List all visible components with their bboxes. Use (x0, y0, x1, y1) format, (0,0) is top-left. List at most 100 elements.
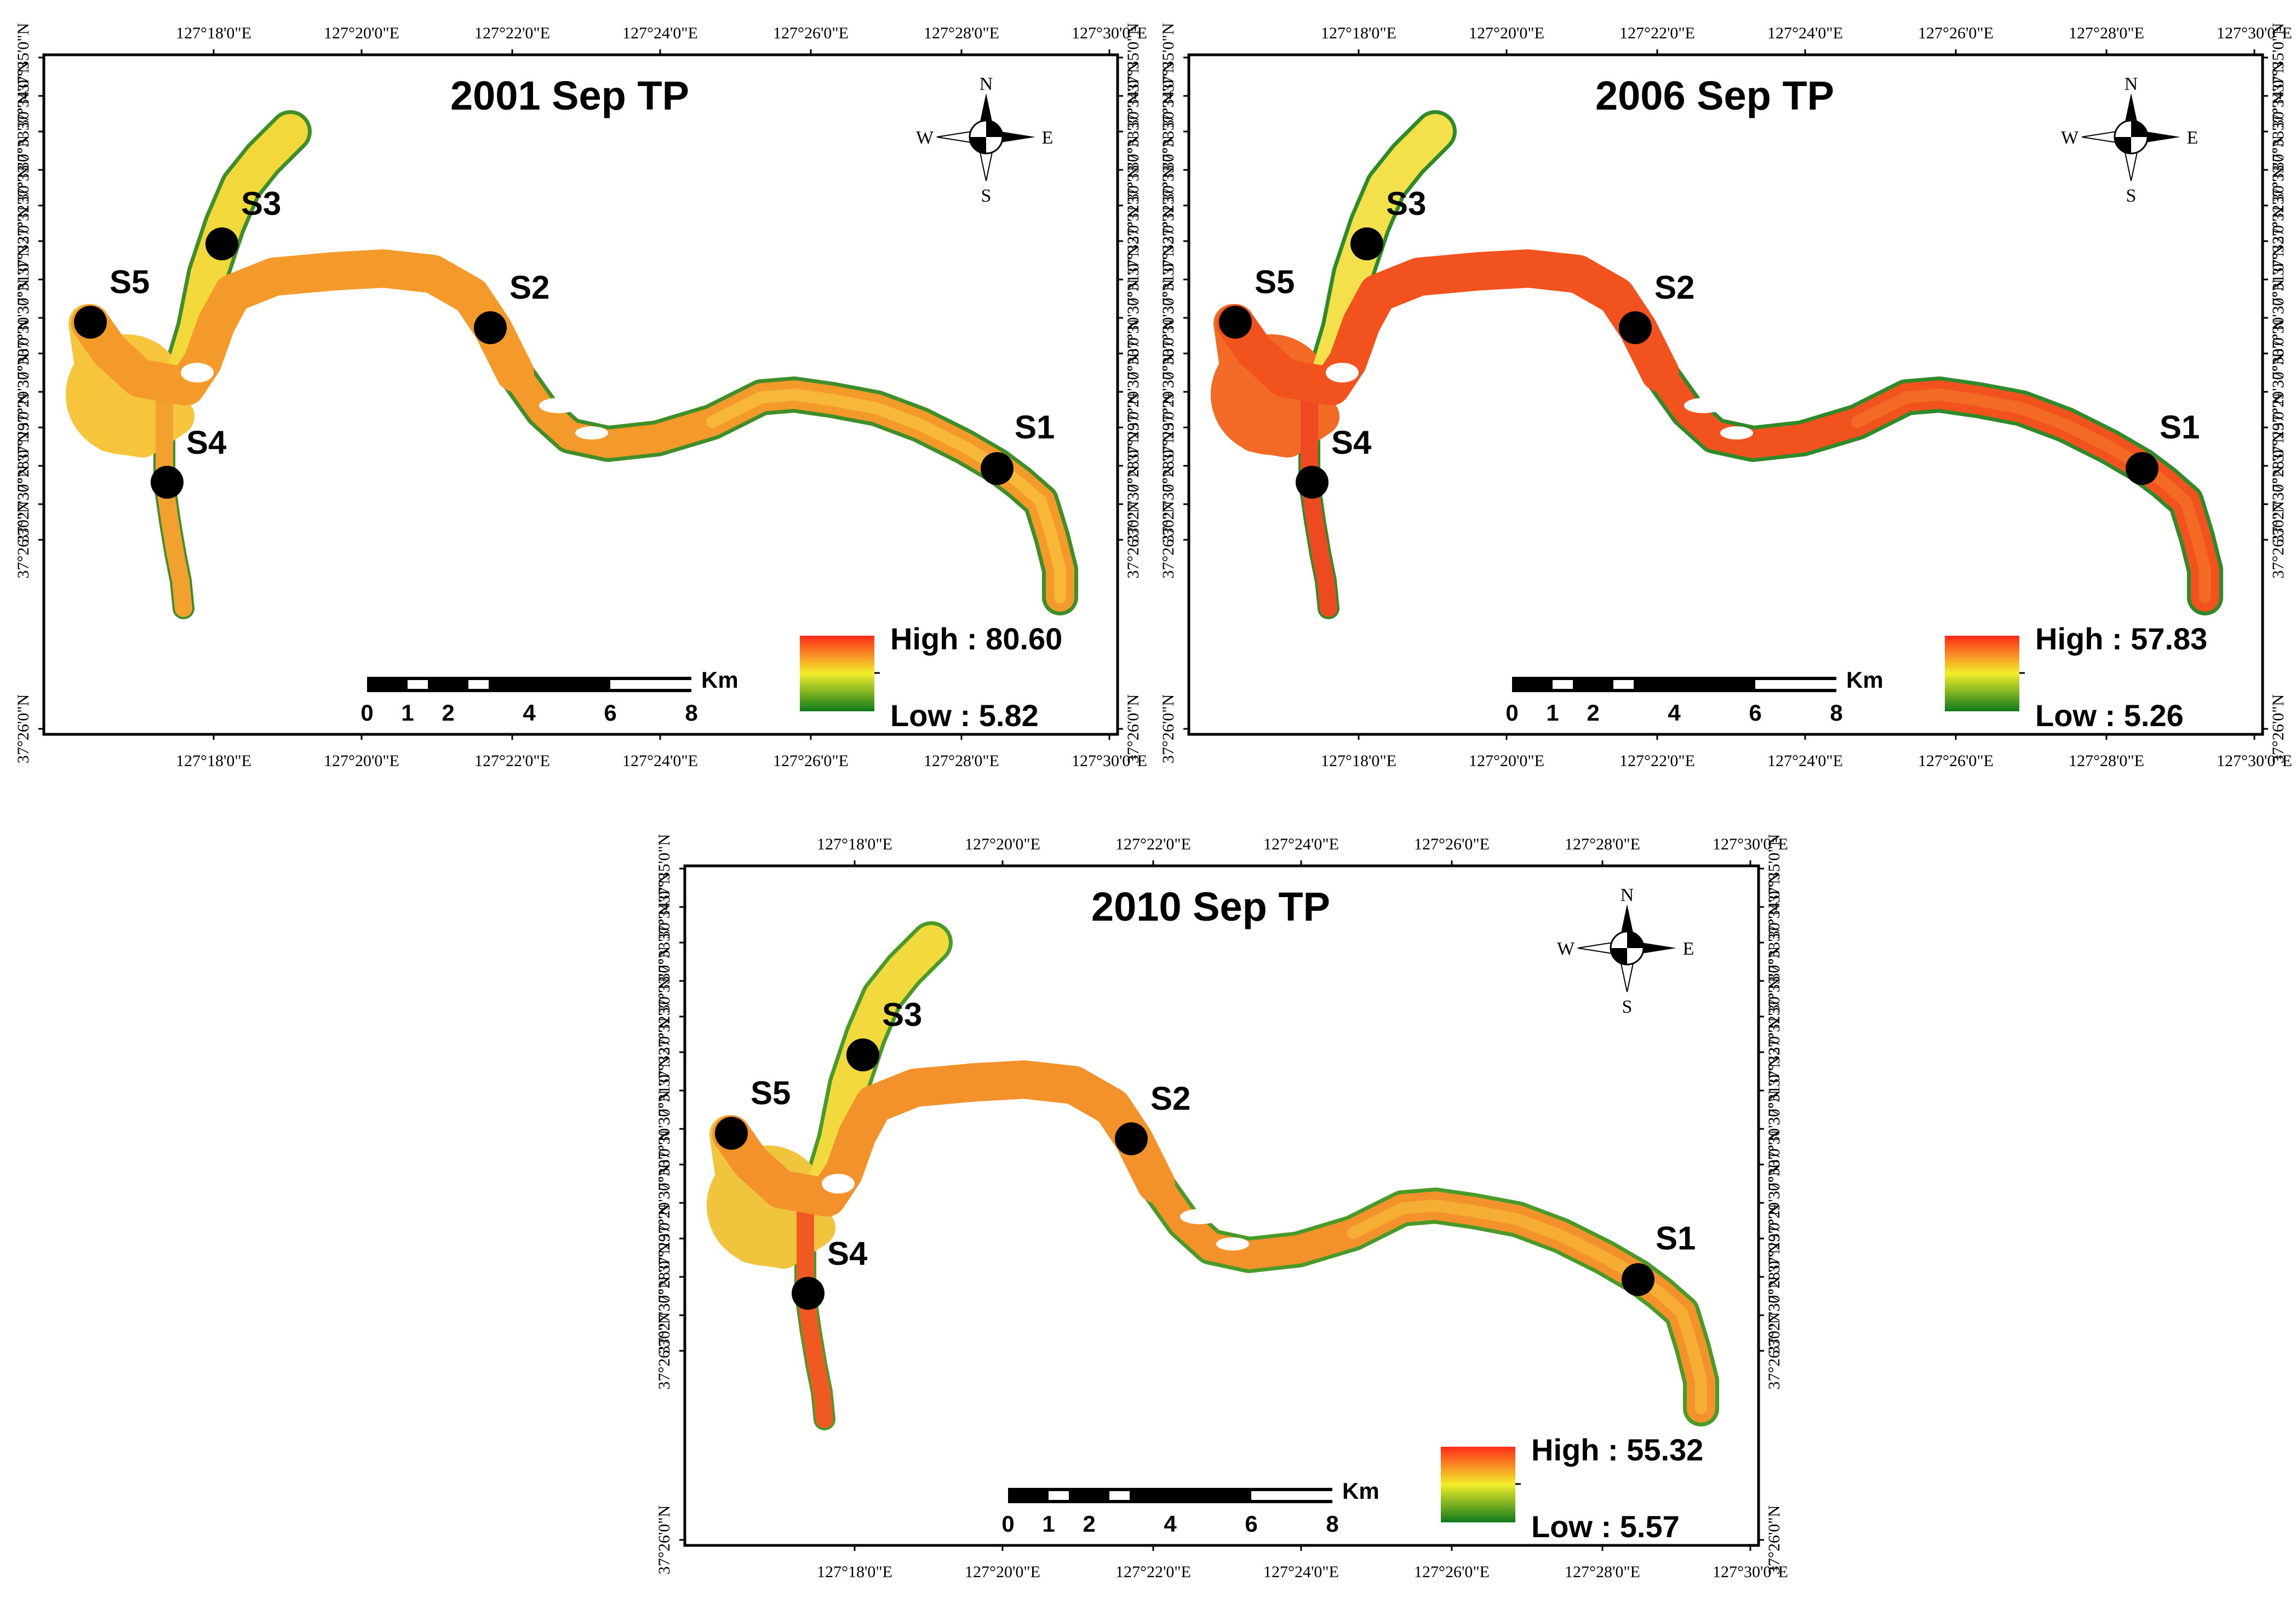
scale-bar-tick-label: 1 (401, 700, 414, 726)
right-latitude-label: 37°29'0"N (2269, 393, 2287, 462)
scale-bar-segment (1109, 1491, 1130, 1500)
right-latitude-label: 37°26'0"N (2269, 694, 2287, 763)
compass-quadrant (2115, 137, 2131, 153)
top-longitude-label: 127°20'0"E (965, 835, 1040, 853)
station-label-s2: S2 (509, 269, 549, 306)
top-longitude-label: 127°18'0"E (176, 24, 251, 42)
right-latitude-label: 37°28'0"N (1124, 431, 1142, 500)
compass-quadrant (1611, 948, 1627, 964)
left-latitude-label: 37°26'0"N (1159, 694, 1177, 763)
right-latitude-label: 37°26'0"N (1124, 694, 1142, 763)
left-latitude-label: 37°31'0"N (14, 245, 32, 314)
right-latitude-label: 37°26'30"N (2269, 501, 2287, 578)
left-latitude-label: 37°26'30"N (655, 1312, 673, 1389)
bottom-longitude-labels: 127°18'0"E 127°20'0"E 127°22'0"E 127°24'0"E… (817, 1563, 1788, 1581)
left-latitude-label: 37°30'0"N (1159, 319, 1177, 388)
right-latitude-label: 37°33'30"N (1765, 904, 1783, 981)
legend: High : 57.83 Low : 5.26 (1945, 621, 2207, 733)
compass-quadrant (986, 121, 1003, 137)
scale-bar-segment (1049, 1491, 1069, 1500)
right-latitude-label: 37°32'0"N (1765, 1018, 1783, 1087)
island (539, 398, 579, 413)
scale-bar-segment (1553, 680, 1573, 689)
left-latitude-label: 37°33'0"N (14, 135, 32, 204)
island (1216, 1237, 1249, 1251)
left-latitude-label: 37°32'30"N (14, 167, 32, 244)
left-latitude-label: 37°34'0"N (14, 61, 32, 130)
top-longitude-label: 127°20'0"E (1469, 24, 1544, 42)
compass-letter: N (2125, 74, 2138, 94)
station-label-s4: S4 (827, 1235, 868, 1272)
right-latitude-label: 37°29'0"N (1124, 393, 1142, 462)
station-marker-s1 (981, 452, 1014, 485)
legend-low-label: Low : 5.57 (1531, 1509, 1680, 1544)
left-latitude-label: 37°29'30"N (14, 353, 32, 430)
scale-bar-segment (1251, 1491, 1332, 1500)
top-longitude-label: 127°22'0"E (1115, 835, 1191, 853)
left-latitude-label: 37°34'0"N (655, 872, 673, 941)
right-latitude-label: 37°34'0"N (1124, 61, 1142, 130)
compass-quadrant (2131, 121, 2148, 137)
frame-tick-marks (679, 860, 1764, 1551)
left-latitude-label: 37°28'0"N (655, 1242, 673, 1311)
top-longitude-label: 127°24'0"E (1263, 835, 1339, 853)
north-arrow-compass-icon: N S E W (2061, 74, 2198, 206)
right-latitude-label: 37°33'30"N (1124, 93, 1142, 170)
station-marker-s1 (1622, 1263, 1654, 1296)
scale-bar-tick-label: 6 (1245, 1511, 1257, 1537)
station-marker-s3 (205, 227, 238, 260)
top-longitude-label: 127°28'0"E (2069, 24, 2144, 42)
station-marker-s4 (792, 1277, 825, 1310)
river-texture (1851, 389, 2211, 603)
bottom-longitude-label: 127°22'0"E (1115, 1563, 1191, 1581)
right-latitude-label: 37°29'30"N (1765, 1164, 1783, 1241)
bottom-longitude-labels: 127°18'0"E 127°20'0"E 127°22'0"E 127°24'0"E… (1321, 752, 2292, 770)
top-longitude-label: 127°30'0"E (1072, 24, 1147, 42)
bottom-longitude-label: 127°24'0"E (622, 752, 698, 770)
bottom-longitude-label: 127°18'0"E (176, 752, 251, 770)
bottom-longitude-label: 127°30'0"E (2217, 752, 2292, 770)
top-longitude-labels: 127°18'0"E 127°20'0"E 127°22'0"E 127°24'0"E… (1321, 24, 2292, 42)
left-latitude-label: 37°32'0"N (14, 207, 32, 276)
scale-bar-tick-label: 6 (604, 700, 616, 726)
right-latitude-label: 37°31'0"N (1124, 245, 1142, 314)
station-marker-s2 (1115, 1122, 1148, 1155)
bottom-longitude-label: 127°28'0"E (2069, 752, 2144, 770)
upper-river (71, 249, 534, 406)
map-panel-2001: 127°18'0"E 127°20'0"E 127°22'0"E 127°24'0"E… (0, 0, 1150, 778)
station-marker-s5 (715, 1117, 748, 1150)
right-latitude-label: 37°34'0"N (1765, 872, 1783, 941)
left-latitude-label: 37°32'30"N (655, 978, 673, 1055)
map-title: 2006 Sep TP (1595, 73, 1834, 118)
top-longitude-label: 127°22'0"E (1619, 24, 1695, 42)
right-latitude-label: 37°31'0"N (2269, 245, 2287, 314)
sampling-stations: S1 S2 S3 S4 S5 (715, 996, 1696, 1310)
frame-tick-marks (38, 49, 1123, 740)
legend: High : 55.32 Low : 5.57 (1441, 1433, 1703, 1544)
station-label-s4: S4 (1331, 424, 1372, 461)
station-label-s2: S2 (1150, 1080, 1190, 1117)
island (181, 363, 214, 383)
right-latitude-label: 37°33'30"N (2269, 93, 2287, 170)
island (822, 1174, 855, 1194)
right-latitude-label: 37°32'30"N (1124, 167, 1142, 244)
upper-river (712, 1060, 1175, 1217)
left-latitude-label: 37°30'30"N (14, 279, 32, 356)
compass-letter: W (916, 128, 934, 148)
compass-letter: S (981, 186, 992, 206)
scale-bar-segment (1755, 680, 1836, 689)
right-latitude-label: 37°27'30"N (1765, 1276, 1783, 1354)
bottom-longitude-labels: 127°18'0"E 127°20'0"E 127°22'0"E 127°24'0"E… (176, 752, 1147, 770)
right-latitude-label: 37°32'30"N (2269, 167, 2287, 244)
legend-high-label: High : 55.32 (1531, 1433, 1703, 1467)
frame-tick-marks (1183, 49, 2268, 740)
scale-bar-tick-label: 1 (1546, 700, 1559, 726)
left-latitude-label: 37°35'0"N (14, 23, 32, 92)
south-branch (797, 1186, 833, 1428)
island (575, 426, 608, 440)
right-latitude-labels: 37°35'0"N37°34'0"N37°33'30"N37°33'0"N37°… (2269, 23, 2287, 763)
map-canvas: 127°18'0"E 127°20'0"E 127°22'0"E 127°24'0"E… (14, 23, 1147, 770)
compass-letter: S (1622, 997, 1633, 1017)
map-title: 2001 Sep TP (450, 73, 689, 118)
left-latitude-label: 37°34'0"N (1159, 61, 1177, 130)
